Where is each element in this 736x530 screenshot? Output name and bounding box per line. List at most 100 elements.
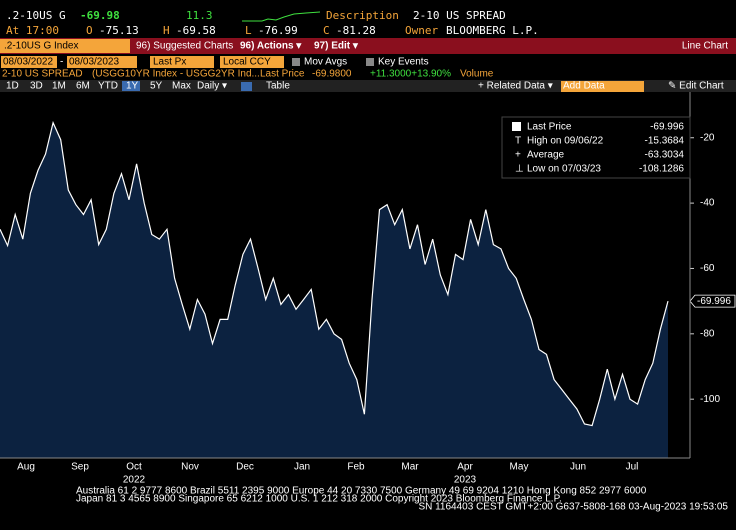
legend-symbol: T — [515, 136, 521, 147]
legend-value: -15.3684 — [645, 136, 685, 147]
period-selected — [122, 81, 140, 91]
legend: Last Price -69.996 T High on 09/06/22 -15.36… — [512, 122, 684, 175]
security[interactable]: .2-10US G Index — [4, 41, 78, 52]
field-select[interactable] — [150, 56, 214, 68]
year-label: 2023 — [454, 475, 477, 486]
start[interactable]: 08/03/2022 — [3, 57, 53, 68]
footer: Australia 61 2 9777 8600 Brazil 5511 239… — [76, 486, 728, 513]
period[interactable]: 1D — [6, 81, 19, 92]
table-icon[interactable] — [241, 82, 252, 91]
table[interactable]: Table — [266, 81, 290, 92]
high: -69.58 — [176, 24, 216, 37]
legend-value: -108.1286 — [639, 164, 684, 175]
y-tick-label: -40 — [700, 198, 715, 209]
header: .2-10US G -69.98 11.3 Description 2-10 U… — [6, 9, 539, 37]
x-tick-label: May — [510, 462, 529, 473]
info-change: +11.3000+13.90% — [370, 69, 451, 80]
footer-line: Japan 81 3 4565 8900 Singapore 65 6212 1… — [76, 494, 562, 505]
close: -81.28 — [336, 24, 376, 37]
info-last-label: Last Price — [260, 69, 305, 80]
edit-chart[interactable]: ✎ Edit Chart — [668, 81, 724, 92]
checkbox[interactable] — [292, 58, 300, 66]
low: -76.99 — [258, 24, 298, 37]
menu-bar: .2-10US G Index 96) Suggested Charts 96)… — [0, 38, 736, 54]
info-name: 2-10 US SPREAD — [2, 69, 83, 80]
close-label: C — [323, 24, 330, 37]
x-tick-label: Dec — [236, 462, 254, 473]
end[interactable]: 08/03/2023 — [69, 57, 119, 68]
open: -75.13 — [99, 24, 139, 37]
related-data[interactable]: + Related Data ▾ — [478, 81, 553, 92]
last-tag: -69.996 — [697, 296, 731, 307]
legend-value: -69.996 — [650, 122, 684, 133]
at: At 17:00 — [6, 24, 59, 37]
currency-select[interactable] — [220, 56, 284, 68]
owner-label: Owner — [405, 24, 438, 37]
info-last: -69.9800 — [312, 69, 352, 80]
legend-value: -63.3034 — [645, 150, 685, 161]
period-bar — [0, 80, 736, 92]
info-volume: Volume — [460, 69, 494, 80]
menu-background — [0, 38, 736, 54]
line — [0, 120, 669, 427]
sparkline — [242, 11, 321, 22]
dash: - — [60, 57, 63, 68]
checkbox[interactable] — [366, 58, 374, 66]
description-label: Description — [326, 9, 399, 22]
add-data[interactable]: Add Data — [563, 81, 605, 92]
period[interactable]: YTD — [98, 81, 118, 92]
legend-symbol: + — [515, 150, 521, 161]
legend-swatch — [512, 122, 521, 131]
x-tick-label: Oct — [126, 462, 142, 473]
legend-label: High on 09/06/22 — [527, 136, 604, 147]
change: 11.3 — [186, 9, 213, 22]
legend-label: Low on 07/03/23 — [527, 164, 601, 175]
x-tick-label: Jan — [294, 462, 310, 473]
low-label: L — [245, 24, 252, 37]
last: -69.98 — [80, 9, 120, 22]
high-label: H — [163, 24, 170, 37]
currency[interactable]: Local CCY — [223, 57, 271, 68]
owner: BLOOMBERG L.P. — [446, 24, 539, 37]
period[interactable]: Max — [172, 81, 191, 92]
security-field[interactable] — [0, 39, 130, 53]
description: 2-10 US SPREAD — [413, 9, 506, 22]
x-tick-label: Jul — [626, 462, 639, 473]
x-tick-label: Mar — [401, 462, 419, 473]
add-data-field[interactable] — [561, 81, 644, 92]
ticker: .2-10US G — [6, 9, 66, 22]
legend-symbol: ⊥ — [515, 164, 524, 175]
start-field[interactable] — [1, 56, 57, 68]
frequency[interactable]: Daily ▾ — [197, 81, 227, 92]
y-tick-label: -80 — [700, 328, 715, 339]
period[interactable]: 3D — [30, 81, 43, 92]
legend-label: Average — [527, 150, 565, 161]
end-field[interactable] — [67, 56, 137, 68]
period[interactable]: 1Y — [126, 81, 139, 92]
suggested-charts[interactable]: 96) Suggested Charts — [136, 41, 233, 52]
y-tick-label: -60 — [700, 263, 715, 274]
last-tag-bg — [689, 294, 736, 308]
open-label: O — [86, 24, 93, 37]
edit[interactable]: 97) Edit ▾ — [314, 41, 359, 52]
mov-avgs[interactable]: Mov Avgs — [304, 57, 347, 68]
field[interactable]: Last Px — [153, 57, 186, 68]
area — [0, 122, 668, 458]
controls: 08/03/2022 - 08/03/2023 Last Px Local CC… — [0, 56, 736, 92]
footer-line: SN 1164403 CEST GMT+2:00 G637-5808-168 0… — [418, 502, 728, 513]
view: Line Chart — [682, 41, 728, 52]
y-tick-label: -100 — [700, 394, 720, 405]
y-tick-label: -20 — [700, 132, 715, 143]
key-events[interactable]: Key Events — [378, 57, 429, 68]
period[interactable]: 1M — [52, 81, 66, 92]
x-tick-label: Nov — [181, 462, 199, 473]
x-tick-label: Sep — [71, 462, 89, 473]
period[interactable]: 6M — [76, 81, 90, 92]
period[interactable]: 5Y — [150, 81, 163, 92]
x-tick-label: Aug — [17, 462, 35, 473]
actions[interactable]: 96) Actions ▾ — [240, 41, 302, 52]
periods: 1D 3D 1M 6M YTD 1Y 5Y Max — [6, 81, 191, 92]
x-tick-label: Apr — [457, 462, 473, 473]
footer-line: Australia 61 2 9777 8600 Brazil 5511 239… — [76, 486, 647, 497]
